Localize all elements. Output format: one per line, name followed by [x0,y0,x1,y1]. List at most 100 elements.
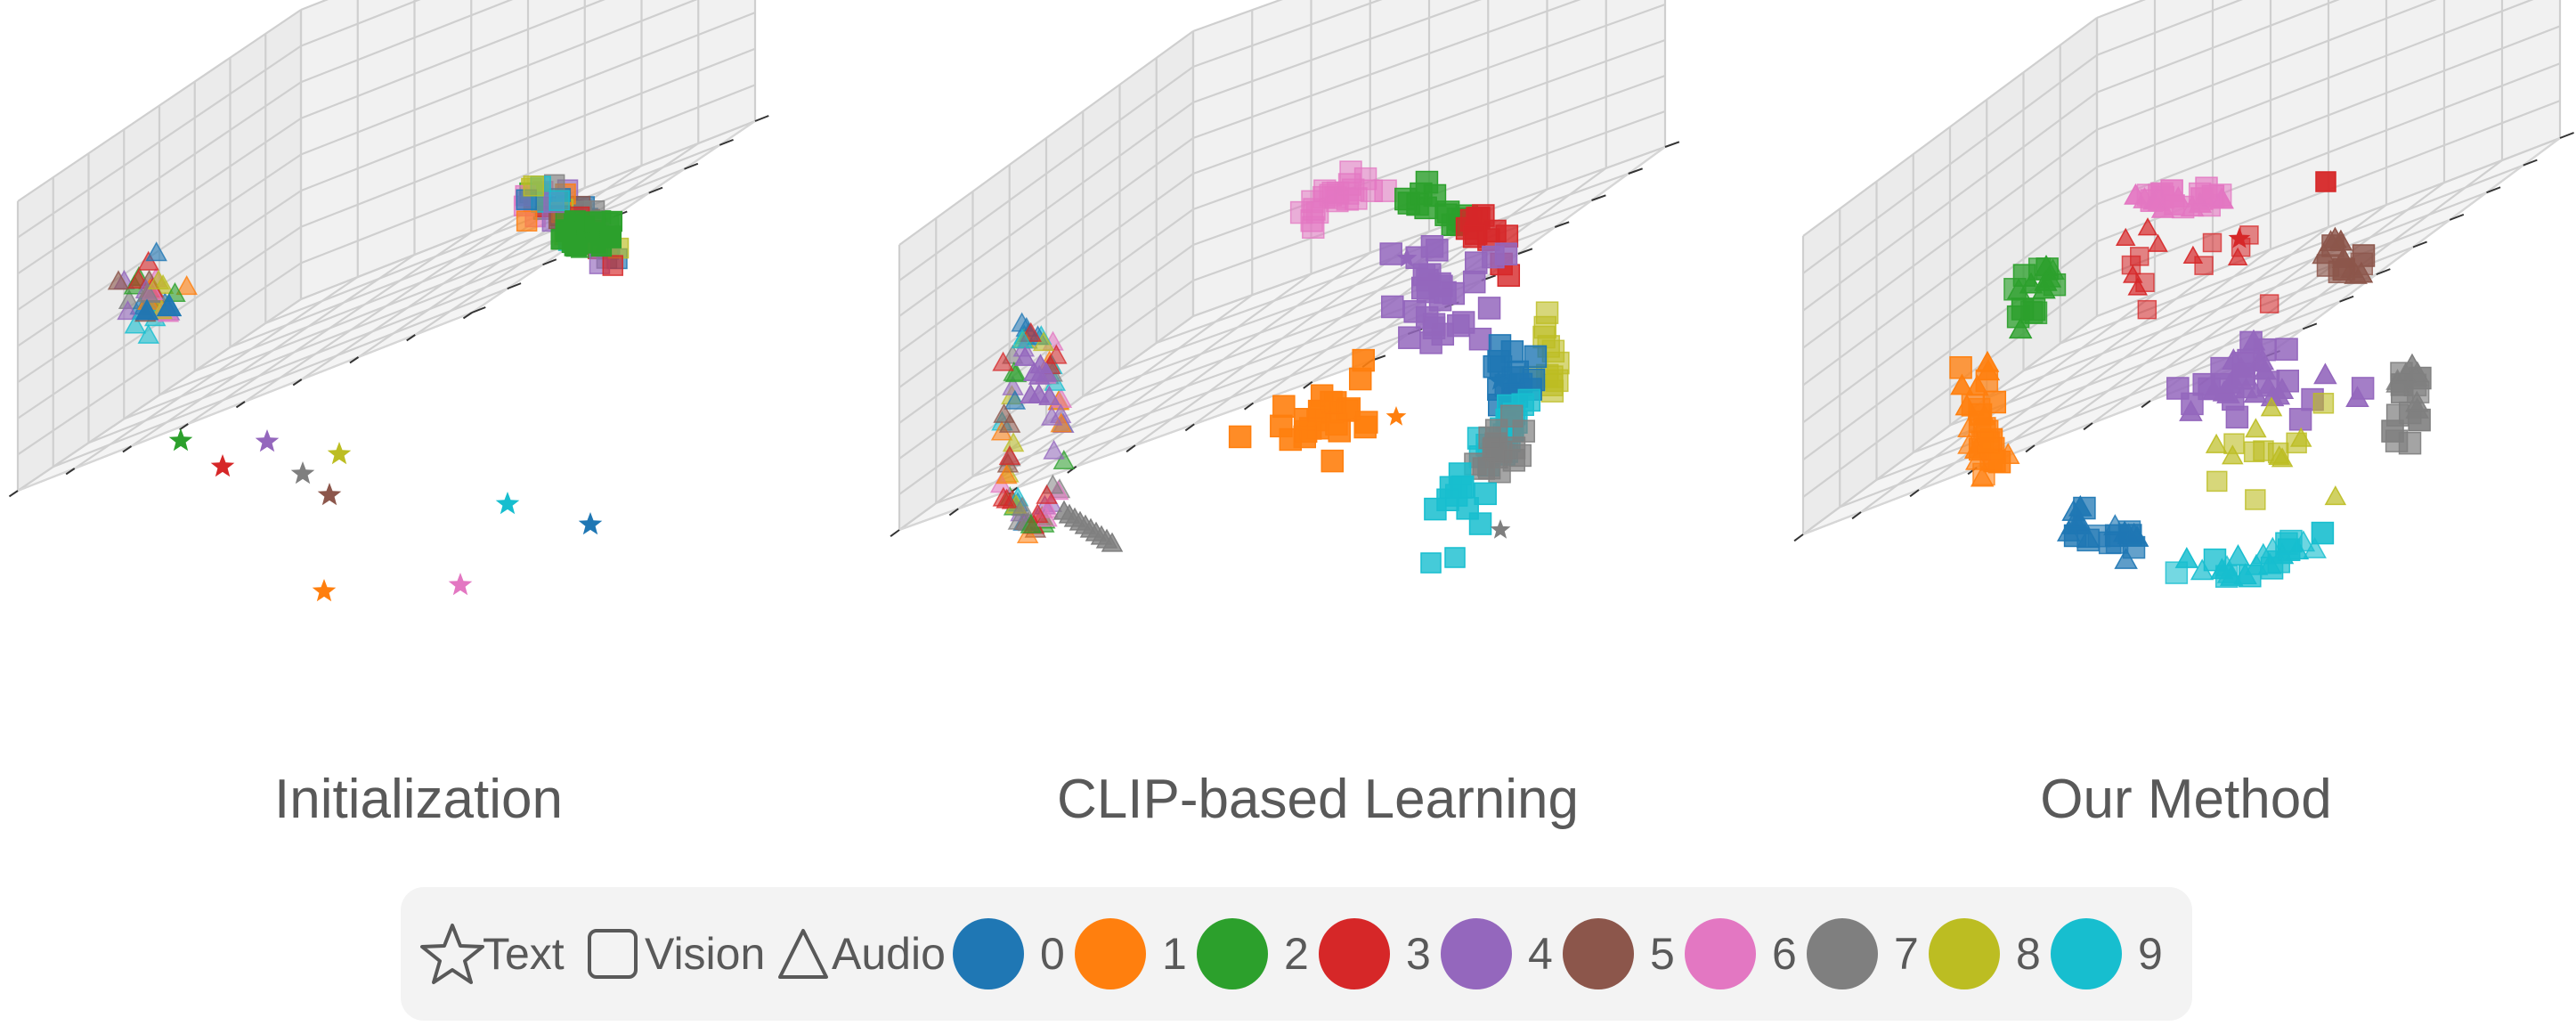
audio-point [1020,513,1043,533]
audio-point [124,314,147,334]
vision-point [1500,404,1524,428]
vision-point [1270,414,1293,438]
vision-point [2206,470,2228,493]
vision-point [1416,280,1440,304]
vision-point [2245,489,2266,510]
vision-point [1472,457,1496,480]
vision-point [1313,179,1337,202]
vision-point [2259,294,2279,314]
vision-point [2351,377,2375,400]
audio-point [2142,188,2166,210]
audio-point [117,300,139,321]
vision-point [1379,242,1402,265]
vision-point [2311,521,2335,545]
audio-point [1002,432,1025,452]
legend-item-class-3: 3 [1319,887,1431,1021]
audio-point [2253,358,2277,380]
audio-point [2190,558,2214,581]
audio-point [998,444,1021,466]
legend-item-class-4: 4 [1441,887,1553,1021]
vision-point [1320,390,1343,414]
vision-point [2214,565,2239,588]
audio-point [2405,361,2430,383]
vision-point [1381,295,1404,319]
audio-point [1101,532,1124,552]
audio-point [2205,433,2228,453]
vision-point [1293,425,1317,449]
legend-label-class-4: 4 [1528,929,1553,979]
legend-label-class-0: 0 [1040,929,1065,979]
vision-point [2012,264,2036,287]
audio-point [2067,508,2091,530]
legend-dot-class-4 [1441,918,1512,989]
vision-point [516,210,538,232]
legend-item-vision: Vision [586,887,765,1021]
text-point-class-7 [290,461,315,484]
text-point-class-8 [327,442,352,465]
vision-point [1517,388,1541,412]
legend-label-class-8: 8 [2016,929,2041,979]
text-point-class-5 [317,483,342,506]
legend-item-class-7: 7 [1807,887,1919,1021]
audio-point [1011,496,1034,517]
audio-point [2222,444,2244,465]
vision-point [1465,251,1488,274]
legend-item-class-5: 5 [1563,887,1675,1021]
text-point-class-3 [210,454,235,477]
vision-point [1289,200,1313,224]
panel-initialization [8,0,769,602]
audio-point [1957,432,1981,454]
audio-point [993,403,1015,423]
vision-point [1533,315,1557,339]
audio-point [1043,439,1065,460]
audio-point [2148,233,2168,252]
vision-point [2137,299,2158,320]
legend-label-audio: Audio [832,929,946,979]
vision-point [1420,234,1444,258]
text-point-class-6 [448,573,473,596]
audio-point [1036,484,1058,504]
legend-label-class-6: 6 [1772,929,1797,979]
vision-point [1483,354,1506,379]
star-icon [420,924,484,984]
audio-point [1011,328,1034,349]
vision-point [1462,270,1486,294]
audio-point [2226,543,2250,566]
legend-dot-class-0 [953,918,1024,989]
audio-point [2260,396,2283,417]
audio-point [2324,485,2347,506]
audio-point [2006,278,2031,300]
audio-point [1038,385,1060,405]
vision-point [1451,311,1475,334]
legend-label-class-3: 3 [1406,929,1431,979]
vision-point [2195,176,2218,200]
audio-point [2243,381,2268,403]
text-point-class-9 [495,492,520,515]
legend-item-class-9: 9 [2051,887,2163,1021]
vision-point [2164,194,2185,216]
legend-item-class-0: 0 [953,887,1065,1021]
vision-point [2399,401,2422,425]
panel-title-our-method: Our Method [2040,769,2332,830]
vision-point [2006,305,2030,329]
vision-point [1478,426,1501,450]
audio-point [2227,247,2248,265]
audio-point [1976,359,2001,381]
legend-label-class-5: 5 [1650,929,1675,979]
audio-point [2251,542,2276,565]
audio-point [134,298,159,321]
panel-clip-based-learning [890,0,1680,574]
audio-point [2034,269,2058,291]
audio-point [1040,405,1063,426]
audio-point [175,274,198,296]
legend-dot-class-7 [1807,918,1878,989]
vision-point [1403,300,1426,323]
vision-point [1462,224,1486,248]
vision-point [2129,247,2149,266]
vision-point [1355,411,1378,434]
audio-point [2268,444,2290,466]
legend-label-class-2: 2 [1284,929,1309,979]
legend-item-class-2: 2 [1197,887,1309,1021]
audio-point [992,351,1014,371]
vision-point [1969,403,1993,427]
